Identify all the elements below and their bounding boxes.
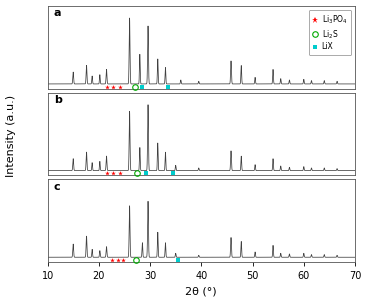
Text: Intensity (a.u.): Intensity (a.u.) bbox=[6, 95, 16, 176]
X-axis label: 2θ (°): 2θ (°) bbox=[186, 287, 217, 296]
Text: c: c bbox=[54, 182, 60, 192]
Legend: Li$_3$PO$_4$, Li$_2$S, LiX: Li$_3$PO$_4$, Li$_2$S, LiX bbox=[309, 10, 351, 55]
Text: b: b bbox=[54, 95, 61, 105]
Text: a: a bbox=[54, 8, 61, 18]
